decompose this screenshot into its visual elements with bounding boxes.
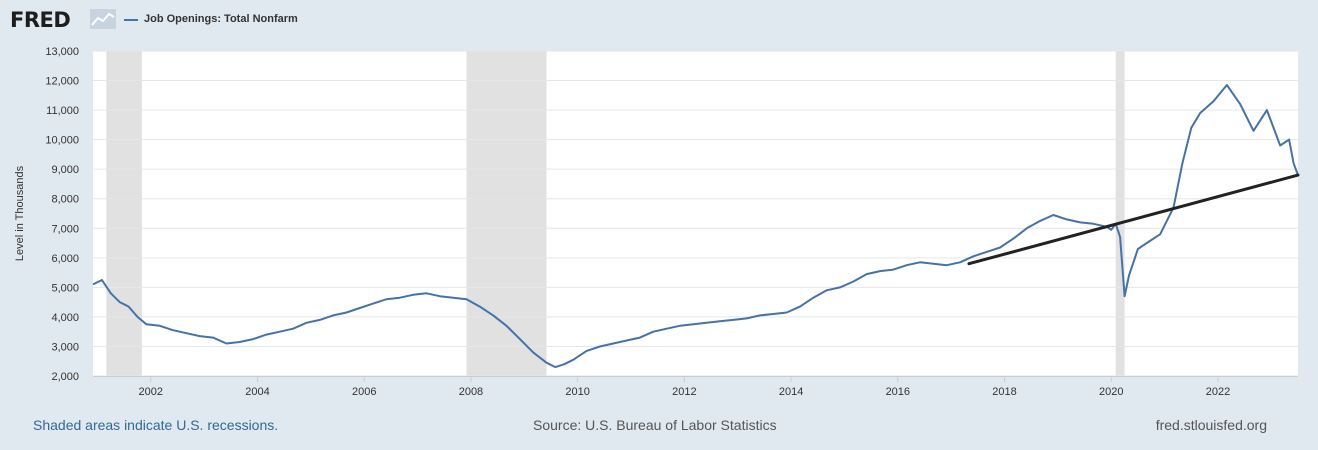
legend-swatch: [124, 19, 138, 21]
fred-line-chart-icon: [90, 9, 116, 29]
y-tick-label: 3,000: [51, 341, 79, 353]
source-note: Source: U.S. Bureau of Labor Statistics: [533, 417, 777, 433]
x-tick-label: 2004: [245, 386, 269, 398]
recession-band: [466, 51, 547, 376]
x-tick-label: 2008: [459, 386, 483, 398]
recession-band: [1115, 51, 1125, 376]
line-chart[interactable]: 2,000 3,000 4,000 5,000 6,000 7,000 8,000 9,000…: [0, 40, 1318, 408]
trend-line: [967, 173, 1300, 266]
y-axis-label: Level in Thousands: [14, 165, 26, 261]
x-tick-label: 2018: [992, 386, 1016, 398]
chart-header: FRED Job Openings: Total Nonfarm: [0, 0, 1318, 40]
y-tick-label: 11,000: [46, 105, 79, 117]
y-axis: 2,000 3,000 4,000 5,000 6,000 7,000 8,000 9,000…: [45, 46, 79, 383]
y-tick-label: 13,000: [45, 46, 79, 58]
x-tick-label: 2016: [886, 386, 910, 398]
x-tick-label: 2022: [1206, 386, 1230, 398]
fred-logo[interactable]: FRED: [10, 8, 71, 32]
x-axis: 2002 2004 2006 2008 2010 2012 2014 2016 2018 2020…: [93, 376, 1298, 398]
y-tick-label: 6,000: [51, 253, 79, 265]
plot-area: [93, 51, 1298, 376]
recession-shading: [106, 51, 1125, 376]
recession-note: Shaded areas indicate U.S. recessions.: [33, 417, 279, 433]
recession-band: [106, 51, 142, 376]
site-link[interactable]: fred.stlouisfed.org: [1155, 417, 1267, 433]
x-tick-label: 2020: [1099, 386, 1123, 398]
x-tick-label: 2014: [779, 386, 803, 398]
y-tick-label: 9,000: [51, 164, 79, 176]
gridlines: [93, 50, 1298, 377]
y-tick-label: 7,000: [51, 223, 79, 235]
series-line-job-openings[interactable]: [92, 84, 1299, 369]
y-tick-label: 12,000: [45, 76, 79, 88]
y-tick-label: 2,000: [51, 371, 79, 383]
x-tick-label: 2006: [352, 386, 376, 398]
y-tick-label: 8,000: [51, 194, 79, 206]
x-tick-label: 2010: [565, 386, 589, 398]
y-tick-label: 4,000: [51, 312, 79, 324]
x-tick-label: 2002: [139, 386, 163, 398]
y-tick-label: 10,000: [45, 135, 79, 147]
x-tick-label: 2012: [672, 386, 696, 398]
y-tick-label: 5,000: [51, 282, 79, 294]
legend-label: Job Openings: Total Nonfarm: [144, 13, 298, 25]
